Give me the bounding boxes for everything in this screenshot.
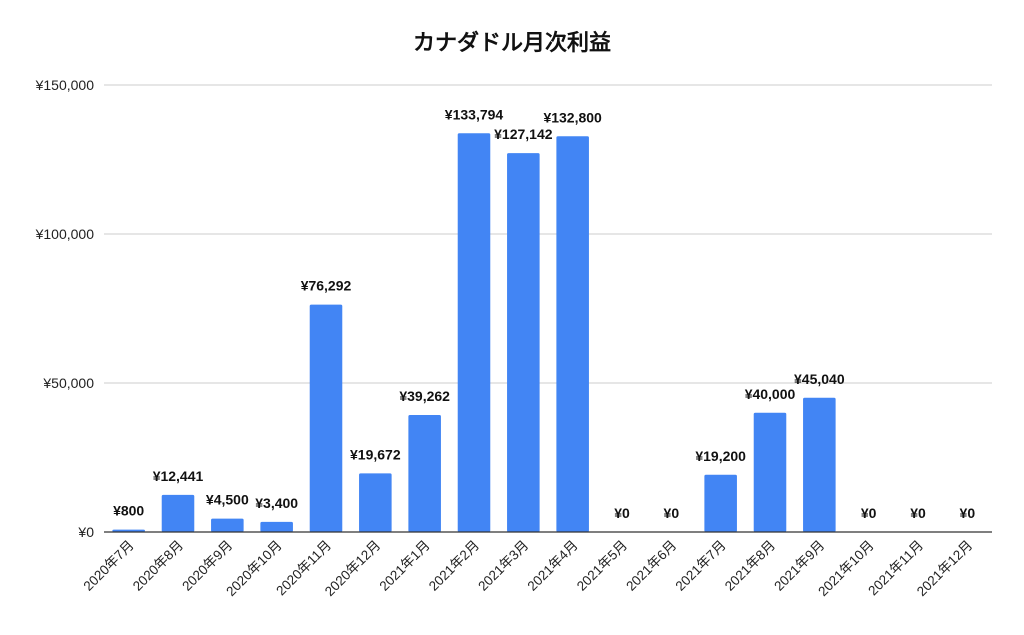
bar <box>803 397 836 532</box>
data-label: ¥127,142 <box>494 126 553 142</box>
data-label: ¥0 <box>664 505 680 521</box>
data-label: ¥0 <box>960 505 976 521</box>
data-label: ¥3,400 <box>255 495 298 511</box>
data-label: ¥4,500 <box>206 492 249 508</box>
x-tick-label: 2021年1月 <box>377 538 433 594</box>
x-tick-label: 2021年7月 <box>673 538 729 594</box>
y-tick-label: ¥50,000 <box>42 375 94 391</box>
data-label: ¥12,441 <box>153 468 204 484</box>
data-label: ¥76,292 <box>301 278 352 294</box>
data-label: ¥45,040 <box>794 371 845 387</box>
data-label: ¥132,800 <box>543 109 602 125</box>
bar <box>753 412 787 532</box>
x-tick-label: 2020年8月 <box>130 538 186 594</box>
x-tick-label: 2021年8月 <box>722 538 778 594</box>
x-tick-label: 2020年7月 <box>81 538 137 594</box>
bar <box>211 518 244 532</box>
bar <box>556 136 589 533</box>
data-label: ¥0 <box>614 505 630 521</box>
y-tick-label: ¥150,000 <box>35 77 95 93</box>
data-label: ¥133,794 <box>445 106 504 122</box>
x-tick-label: 2021年4月 <box>525 538 581 594</box>
x-tick-label: 2021年3月 <box>475 538 531 594</box>
bar <box>457 133 491 532</box>
bar <box>408 414 441 532</box>
y-tick-label: ¥0 <box>77 524 94 540</box>
bar <box>260 521 293 532</box>
bar <box>704 474 737 532</box>
chart-title: カナダドル月次利益 <box>413 30 611 56</box>
bar <box>161 494 195 532</box>
data-label: ¥800 <box>113 503 144 519</box>
x-axis-tick-labels: 2020年7月2020年8月2020年9月2020年10月2020年11月202… <box>81 538 976 600</box>
data-label: ¥19,200 <box>695 448 746 464</box>
bar <box>507 153 540 533</box>
y-axis-tick-labels: ¥0 ¥50,000 ¥100,000 ¥150,000 <box>35 77 95 540</box>
bars <box>112 133 836 533</box>
gridlines <box>104 84 992 384</box>
data-labels: ¥800 ¥12,441¥4,500 ¥3,400 ¥76,292 ¥19,672 ¥39… <box>113 106 975 521</box>
bar <box>359 473 392 532</box>
data-label: ¥40,000 <box>745 386 796 402</box>
data-label: ¥19,672 <box>350 446 401 462</box>
data-label: ¥0 <box>861 505 877 521</box>
data-label: ¥0 <box>910 505 926 521</box>
x-tick-label: 2021年2月 <box>426 538 482 594</box>
y-tick-label: ¥100,000 <box>35 226 95 242</box>
data-label: ¥39,262 <box>399 388 450 404</box>
bar <box>309 304 343 532</box>
x-tick-label: 2021年6月 <box>623 538 679 594</box>
x-tick-label: 2021年5月 <box>574 538 630 594</box>
